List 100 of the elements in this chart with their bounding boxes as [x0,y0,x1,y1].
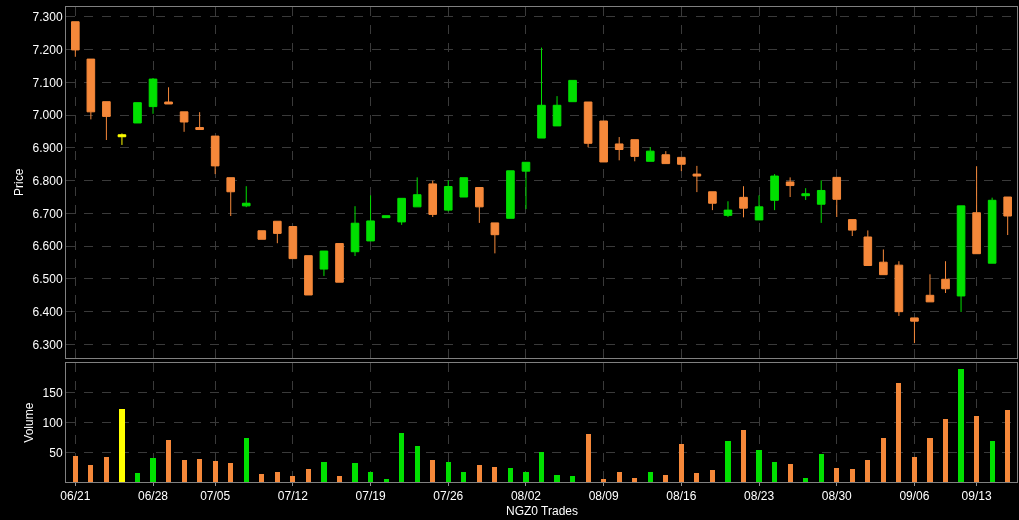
y-tick-label: 150 [42,386,63,401]
candlestick [754,194,764,221]
x-tick-label: 06/21 [60,489,91,504]
candlestick [879,248,888,276]
bar [182,460,187,482]
candlestick [148,77,158,115]
bar [554,475,560,482]
bar [819,454,824,482]
bar [990,441,995,482]
bar [399,433,404,482]
x-tick-label: 06/28 [138,489,169,504]
bar [321,462,327,482]
bar [352,463,358,482]
bar [306,469,311,482]
candlestick [319,250,329,277]
candlestick [894,260,904,317]
x-tick-label: 08/16 [666,489,697,504]
candlestick [832,176,842,218]
bar [135,473,140,482]
bar [741,430,746,482]
bar [197,459,202,482]
bar [834,468,839,482]
candlestick [692,165,702,193]
y-tick-label: 6.700 [32,206,63,221]
candlestick [599,120,608,163]
bar [586,434,591,482]
candlestick [521,161,531,210]
candlestick [241,185,251,208]
bar [368,472,373,482]
x-tick-label: 07/12 [277,489,309,504]
x-tick-label: 09/13 [961,489,992,504]
bar [150,458,156,482]
candlestick [552,95,562,127]
candlestick [801,187,810,201]
candlestick [133,102,142,124]
candlestick [428,180,438,218]
candlestick [381,215,391,219]
x-tick-label: 08/09 [588,489,619,504]
x-tick-label: 07/05 [200,489,231,504]
candlestick [645,146,655,162]
candlestick [956,205,966,313]
bar [88,465,93,482]
bar [166,440,171,482]
candlestick [179,111,189,133]
y-tick-label: 6.800 [32,173,63,188]
bar [710,470,715,482]
candlestick [459,177,469,198]
candlestick [117,132,127,146]
y-tick-label: 100 [42,415,63,430]
candlestick [490,222,500,254]
y-tick-label: 7.200 [32,42,63,57]
bar [632,478,637,482]
bar [523,472,529,482]
bar [430,460,435,482]
candlestick [708,191,717,211]
y-axis-title: Price [11,168,26,196]
bar [679,444,684,482]
y-tick-label: 7.300 [32,10,63,25]
y-axis-title: Volume [21,402,36,443]
bar [850,469,855,482]
bar [803,478,808,482]
candlestick [614,136,624,161]
bar [384,479,389,482]
bar [756,450,762,482]
candlestick [335,243,344,283]
candlestick [397,197,406,226]
bar [337,476,342,482]
candlestick [677,156,686,172]
bar [943,419,948,482]
candlestick [847,219,857,237]
candlestick [288,226,298,260]
candlestick [1003,196,1012,236]
candlestick [630,139,640,162]
y-tick-label: 6.400 [32,304,63,319]
bar [912,457,917,482]
candlestick [475,187,484,224]
candlestick [350,205,360,257]
bar [446,462,451,482]
bar [927,438,933,482]
candlestick [863,229,873,266]
bar [508,468,513,482]
y-tick-label: 7.000 [32,108,63,123]
bar [119,409,125,482]
bar [865,460,870,482]
bar [648,472,653,482]
candlestick [770,173,779,211]
y-tick-label: 50 [49,445,63,460]
candlestick [366,194,375,242]
text: NGZ0 Trades [506,504,579,518]
x-tick-label: 07/19 [355,489,386,504]
candlestick [226,177,236,217]
bar [617,472,622,482]
bar [104,457,109,482]
bar [73,456,78,482]
bar [694,473,699,482]
y-tick-label: 6.500 [32,272,63,287]
candlestick [583,101,593,148]
bar [213,461,218,482]
candlestick [506,170,515,219]
bar [663,475,668,482]
